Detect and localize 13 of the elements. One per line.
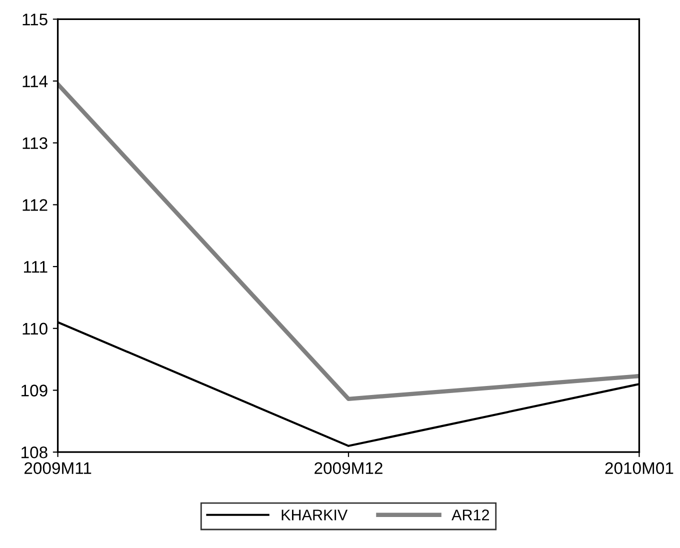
y-tick-label: 115 xyxy=(22,14,48,26)
legend-label: KHARKIV xyxy=(282,510,348,520)
y-tick-label: 112 xyxy=(22,199,48,211)
y-tick-label: 110 xyxy=(22,322,48,335)
x-tick-label: 2009M12 xyxy=(314,462,382,474)
legend-label: AR12 xyxy=(452,510,489,520)
y-tick-label: 114 xyxy=(22,76,48,88)
y-tick-label: 111 xyxy=(24,261,48,273)
x-tick-label: 2009M11 xyxy=(24,462,92,474)
y-tick-label: 109 xyxy=(22,384,48,396)
x-tick-label: 2010M01 xyxy=(605,462,674,474)
y-tick-label: 113 xyxy=(22,137,48,150)
y-tick-label: 108 xyxy=(22,446,48,458)
